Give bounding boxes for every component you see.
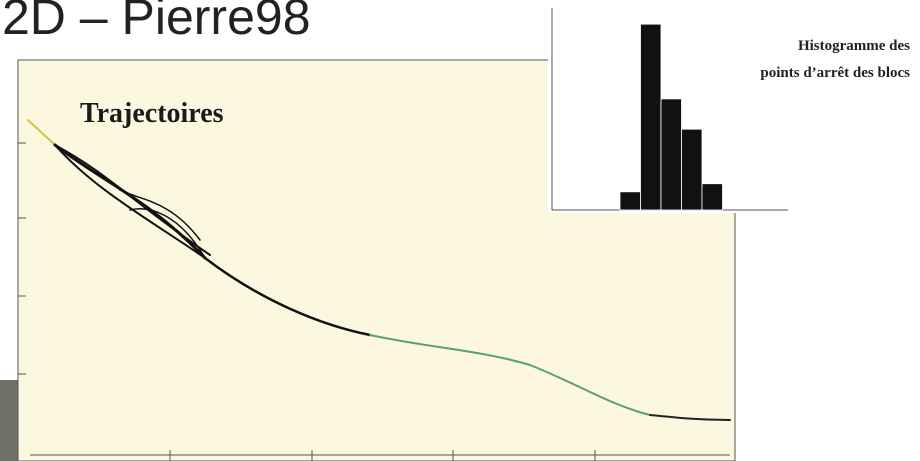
page: {"header": {"title": "2D – Pierre98"}, "…: [0, 0, 920, 461]
photo-fragment: [0, 380, 18, 461]
histogram-title: points d’arrêt des blocs: [760, 65, 910, 81]
histogram-bar: [682, 129, 703, 210]
histogram-bar: [641, 24, 662, 210]
histogram-bar: [620, 192, 641, 210]
histogram-title: Histogramme des: [798, 38, 910, 54]
slide-title: 2D – Pierre98: [2, 0, 311, 45]
histogram-bar: [661, 99, 682, 210]
slide: 2D – Pierre98 Trajectoires Histogramme d…: [0, 0, 920, 461]
trajectory-label: Trajectoires: [80, 98, 224, 129]
histogram-bar: [702, 184, 723, 210]
